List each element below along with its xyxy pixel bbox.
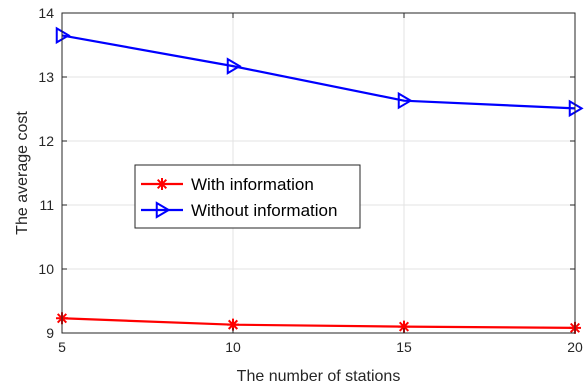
data-point-triangle bbox=[226, 57, 242, 75]
legend-entry-2: Without information bbox=[141, 201, 337, 220]
plot-area-frame bbox=[61, 12, 576, 334]
y-tick-label: 10 bbox=[38, 261, 54, 277]
legend: With information Without information bbox=[134, 164, 361, 229]
data-point-asterisk bbox=[156, 178, 168, 190]
y-tick-label: 11 bbox=[39, 197, 54, 213]
data-point-triangle bbox=[155, 201, 171, 219]
data-point-triangle bbox=[55, 26, 71, 45]
y-tick-label: 13 bbox=[38, 69, 54, 85]
series-line bbox=[61, 317, 576, 329]
x-tick-label: 15 bbox=[396, 339, 412, 355]
legend-entry-1: With information bbox=[141, 175, 314, 194]
legend-box bbox=[134, 164, 361, 229]
data-point-triangle bbox=[397, 91, 413, 110]
data-point-asterisk bbox=[398, 320, 410, 333]
data-point-triangle bbox=[568, 99, 584, 118]
y-axis-label: The average cost bbox=[14, 111, 31, 235]
x-tick-label: 5 bbox=[58, 339, 66, 355]
x-tick-label: 10 bbox=[225, 339, 241, 355]
data-point-asterisk bbox=[227, 318, 239, 331]
series-2 bbox=[55, 26, 584, 118]
x-tick-label: 20 bbox=[567, 339, 583, 355]
legend-label: Without information bbox=[191, 201, 337, 220]
series-line bbox=[61, 34, 576, 110]
legend-label: With information bbox=[191, 175, 314, 194]
y-tick-label: 12 bbox=[38, 133, 54, 149]
x-axis-label: The number of stations bbox=[237, 368, 401, 385]
series-1 bbox=[56, 312, 581, 334]
y-tick-label: 14 bbox=[38, 5, 54, 21]
y-tick-label: 9 bbox=[46, 325, 54, 341]
axis-ticks: 5 10 15 20 9 10 11 12 13 14 bbox=[38, 5, 583, 355]
